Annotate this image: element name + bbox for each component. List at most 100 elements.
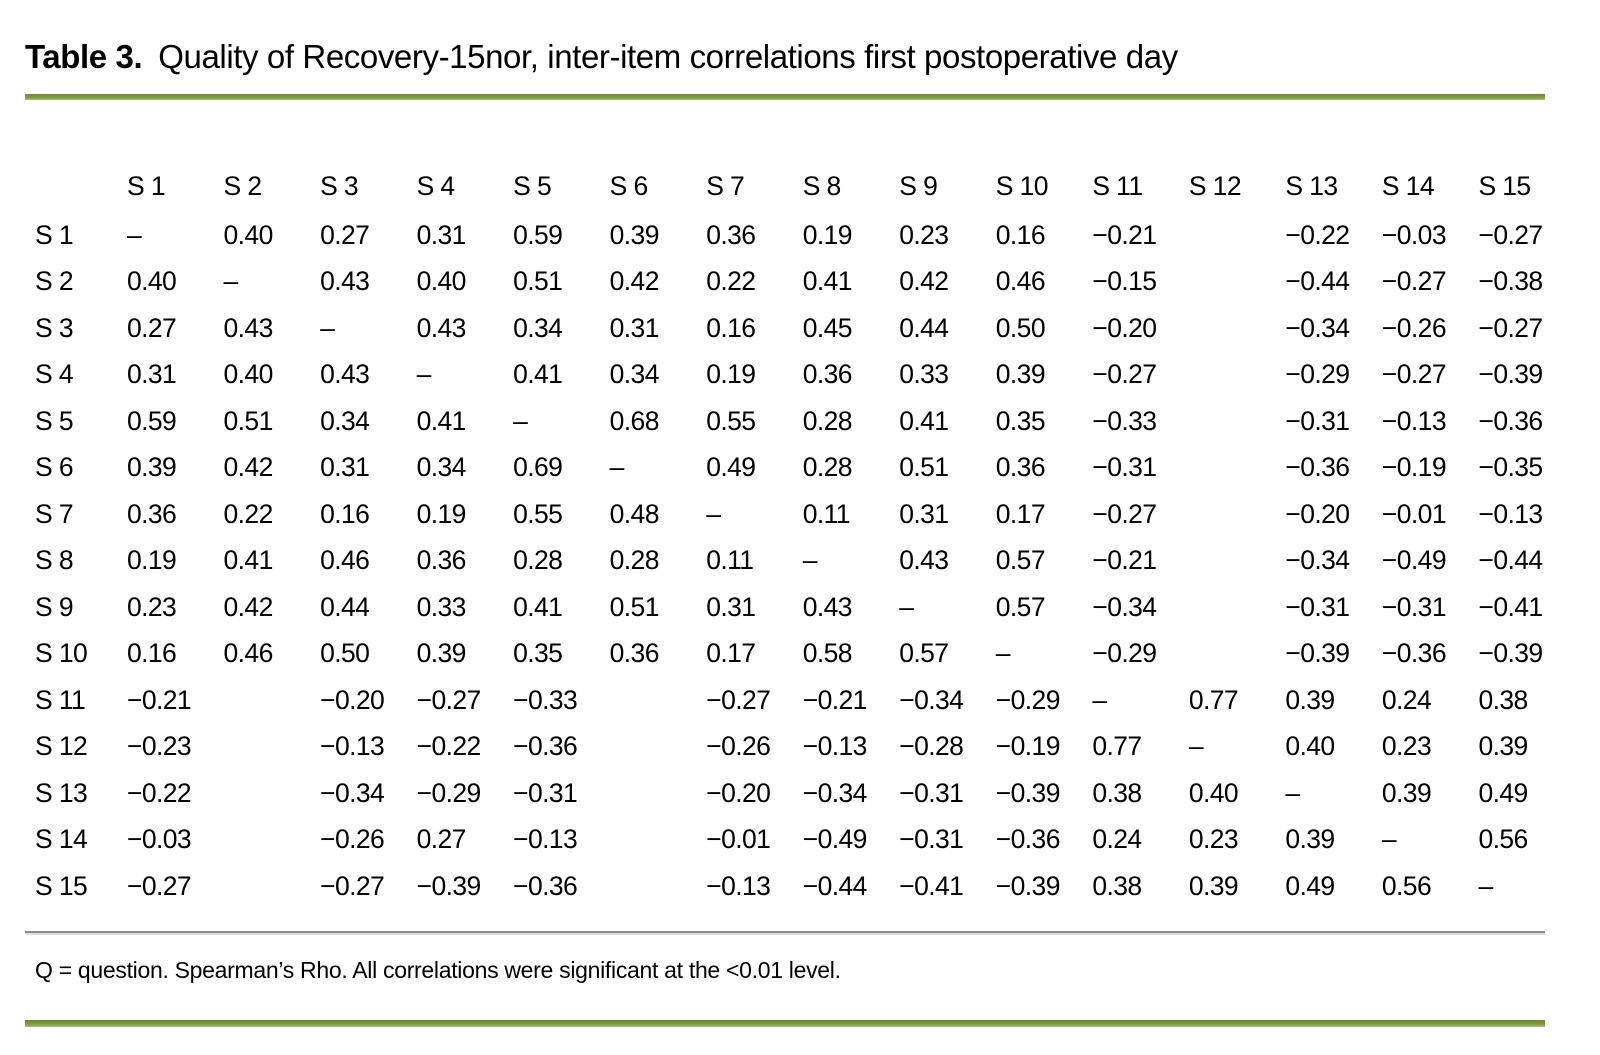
correlation-cell bbox=[1189, 444, 1286, 491]
correlation-cell: 0.43 bbox=[320, 266, 370, 297]
correlation-cell: 0.23 bbox=[1188, 824, 1239, 855]
correlation-cell: 0.39 bbox=[127, 452, 177, 483]
row-header: S 9 bbox=[35, 591, 74, 622]
correlation-cell: −0.38 bbox=[1478, 266, 1543, 297]
correlation-cell: – bbox=[1092, 684, 1107, 715]
correlation-cell: −0.28 bbox=[899, 731, 964, 762]
correlation-cell: 0.36 bbox=[706, 219, 756, 250]
correlation-cell: 0.50 bbox=[995, 312, 1046, 343]
column-header: S 2 bbox=[223, 170, 263, 201]
correlation-cell: 0.42 bbox=[223, 591, 274, 622]
correlation-cell: −0.13 bbox=[706, 870, 771, 901]
table-title: Table 3. Quality of Recovery-15nor, inter… bbox=[25, 36, 1572, 79]
correlation-cell: −0.31 bbox=[1092, 452, 1157, 483]
row-header: S 3 bbox=[35, 312, 74, 343]
correlation-cell: −0.39 bbox=[995, 777, 1061, 808]
correlation-cell: 0.22 bbox=[706, 266, 756, 297]
correlation-cell: 0.43 bbox=[416, 312, 467, 343]
correlation-cell: 0.40 bbox=[223, 219, 274, 250]
table-row: S 5 0.59 0.51 0.34 0.41 – 0.68 0.55 0.28 0.41 0.35… bbox=[35, 398, 1575, 445]
correlation-cell: 0.36 bbox=[802, 359, 853, 390]
correlation-cell: −0.29 bbox=[995, 684, 1061, 715]
correlation-cell: 0.38 bbox=[1092, 777, 1142, 808]
column-header: S 14 bbox=[1381, 170, 1435, 201]
correlation-cell: 0.27 bbox=[416, 824, 467, 855]
table-body: S 1 – 0.40 0.27 0.31 0.59 0.39 0.36 0.19 0.23 0.16… bbox=[35, 212, 1575, 910]
correlation-cell: −0.27 bbox=[1381, 266, 1447, 297]
correlation-cell: −0.23 bbox=[127, 731, 192, 762]
correlation-cell bbox=[610, 863, 707, 910]
correlation-cell: – bbox=[995, 638, 1011, 669]
correlation-cell: 0.31 bbox=[127, 359, 177, 390]
table-row: S 2 0.40 – 0.43 0.40 0.51 0.42 0.22 0.41 0.42 0.46… bbox=[35, 258, 1575, 305]
correlation-cell: 0.19 bbox=[706, 359, 756, 390]
correlation-cell: −0.27 bbox=[127, 870, 192, 901]
row-header: S 7 bbox=[35, 498, 74, 529]
correlation-cell: – bbox=[1285, 777, 1300, 808]
table-row: S 7 0.36 0.22 0.16 0.19 0.55 0.48 – 0.11 0.31 0.17… bbox=[35, 491, 1575, 538]
correlation-cell: 0.38 bbox=[1478, 684, 1528, 715]
correlation-cell: 0.44 bbox=[320, 591, 370, 622]
row-header: S 11 bbox=[35, 684, 86, 715]
table-row: S 12 −0.23 −0.13 −0.22 −0.36 −0.26 −0.13 −0.28−… bbox=[35, 723, 1575, 770]
correlation-cell: −0.36 bbox=[513, 870, 578, 901]
correlation-cell: – bbox=[513, 405, 528, 436]
correlation-cell: 0.41 bbox=[416, 405, 467, 436]
correlation-cell: 0.42 bbox=[899, 266, 949, 297]
row-header: S 5 bbox=[35, 405, 74, 436]
correlation-cell: 0.48 bbox=[609, 498, 660, 529]
correlation-cell: 0.43 bbox=[320, 359, 370, 390]
correlation-cell: −0.31 bbox=[1285, 405, 1350, 436]
correlation-cell: −0.41 bbox=[1478, 591, 1543, 622]
correlation-cell: −0.19 bbox=[1381, 452, 1447, 483]
table-row: S 10 0.16 0.46 0.50 0.39 0.35 0.36 0.17 0.58 0.57… bbox=[35, 630, 1575, 677]
correlation-cell: −0.34 bbox=[1092, 591, 1157, 622]
correlation-cell: 0.43 bbox=[899, 545, 949, 576]
correlation-cell: – bbox=[223, 266, 239, 297]
correlation-cell: 0.49 bbox=[1478, 777, 1528, 808]
correlation-cell bbox=[224, 677, 321, 724]
correlation-cell: −0.15 bbox=[1092, 266, 1157, 297]
correlation-cell: 0.23 bbox=[899, 219, 949, 250]
row-header: S 4 bbox=[35, 359, 74, 390]
correlation-cell: −0.29 bbox=[416, 777, 482, 808]
correlation-cell: 0.23 bbox=[1381, 731, 1432, 762]
correlation-cell: −0.31 bbox=[1381, 591, 1447, 622]
correlation-cell: 0.51 bbox=[899, 452, 949, 483]
column-header: S 10 bbox=[995, 170, 1049, 201]
correlation-cell bbox=[610, 677, 707, 724]
correlation-cell: 0.27 bbox=[320, 219, 370, 250]
table-row: S 8 0.19 0.41 0.46 0.36 0.28 0.28 0.11 – 0.43 0.57… bbox=[35, 537, 1575, 584]
correlation-cell: 0.35 bbox=[995, 405, 1046, 436]
column-header: S 6 bbox=[609, 170, 649, 201]
correlation-cell: −0.39 bbox=[1285, 638, 1350, 669]
correlation-cell: −0.36 bbox=[1285, 452, 1350, 483]
correlation-cell: −0.03 bbox=[1381, 219, 1447, 250]
correlation-cell: – bbox=[609, 452, 625, 483]
correlation-cell: 0.43 bbox=[223, 312, 274, 343]
correlation-cell: 0.36 bbox=[995, 452, 1046, 483]
correlation-cell: 0.45 bbox=[802, 312, 853, 343]
correlation-cell: 0.39 bbox=[995, 359, 1046, 390]
correlation-cell: 0.57 bbox=[995, 591, 1046, 622]
correlation-cell: 0.31 bbox=[609, 312, 660, 343]
correlation-cell: 0.49 bbox=[1285, 870, 1335, 901]
correlation-cell: −0.13 bbox=[1478, 498, 1543, 529]
correlation-cell: −0.20 bbox=[1092, 312, 1157, 343]
table-row: S 11 −0.21 −0.20 −0.27 −0.33 −0.27 −0.21 −0.34−… bbox=[35, 677, 1575, 724]
correlation-cell: −0.39 bbox=[1478, 359, 1543, 390]
correlation-cell bbox=[1189, 258, 1286, 305]
correlation-cell: – bbox=[127, 219, 142, 250]
correlation-cell: – bbox=[416, 359, 432, 390]
row-header: S 15 bbox=[35, 870, 88, 901]
correlation-cell: −0.36 bbox=[995, 824, 1061, 855]
correlation-cell: 0.19 bbox=[802, 219, 853, 250]
correlation-cell: −0.31 bbox=[899, 777, 964, 808]
correlation-cell: 0.27 bbox=[127, 312, 177, 343]
correlation-cell: 0.39 bbox=[609, 219, 660, 250]
table-row: S 3 0.27 0.43 – 0.43 0.34 0.31 0.16 0.45 0.44 0.50… bbox=[35, 305, 1575, 352]
correlation-cell bbox=[1189, 398, 1286, 445]
correlation-cell: 0.46 bbox=[223, 638, 274, 669]
correlation-cell: 0.33 bbox=[416, 591, 467, 622]
